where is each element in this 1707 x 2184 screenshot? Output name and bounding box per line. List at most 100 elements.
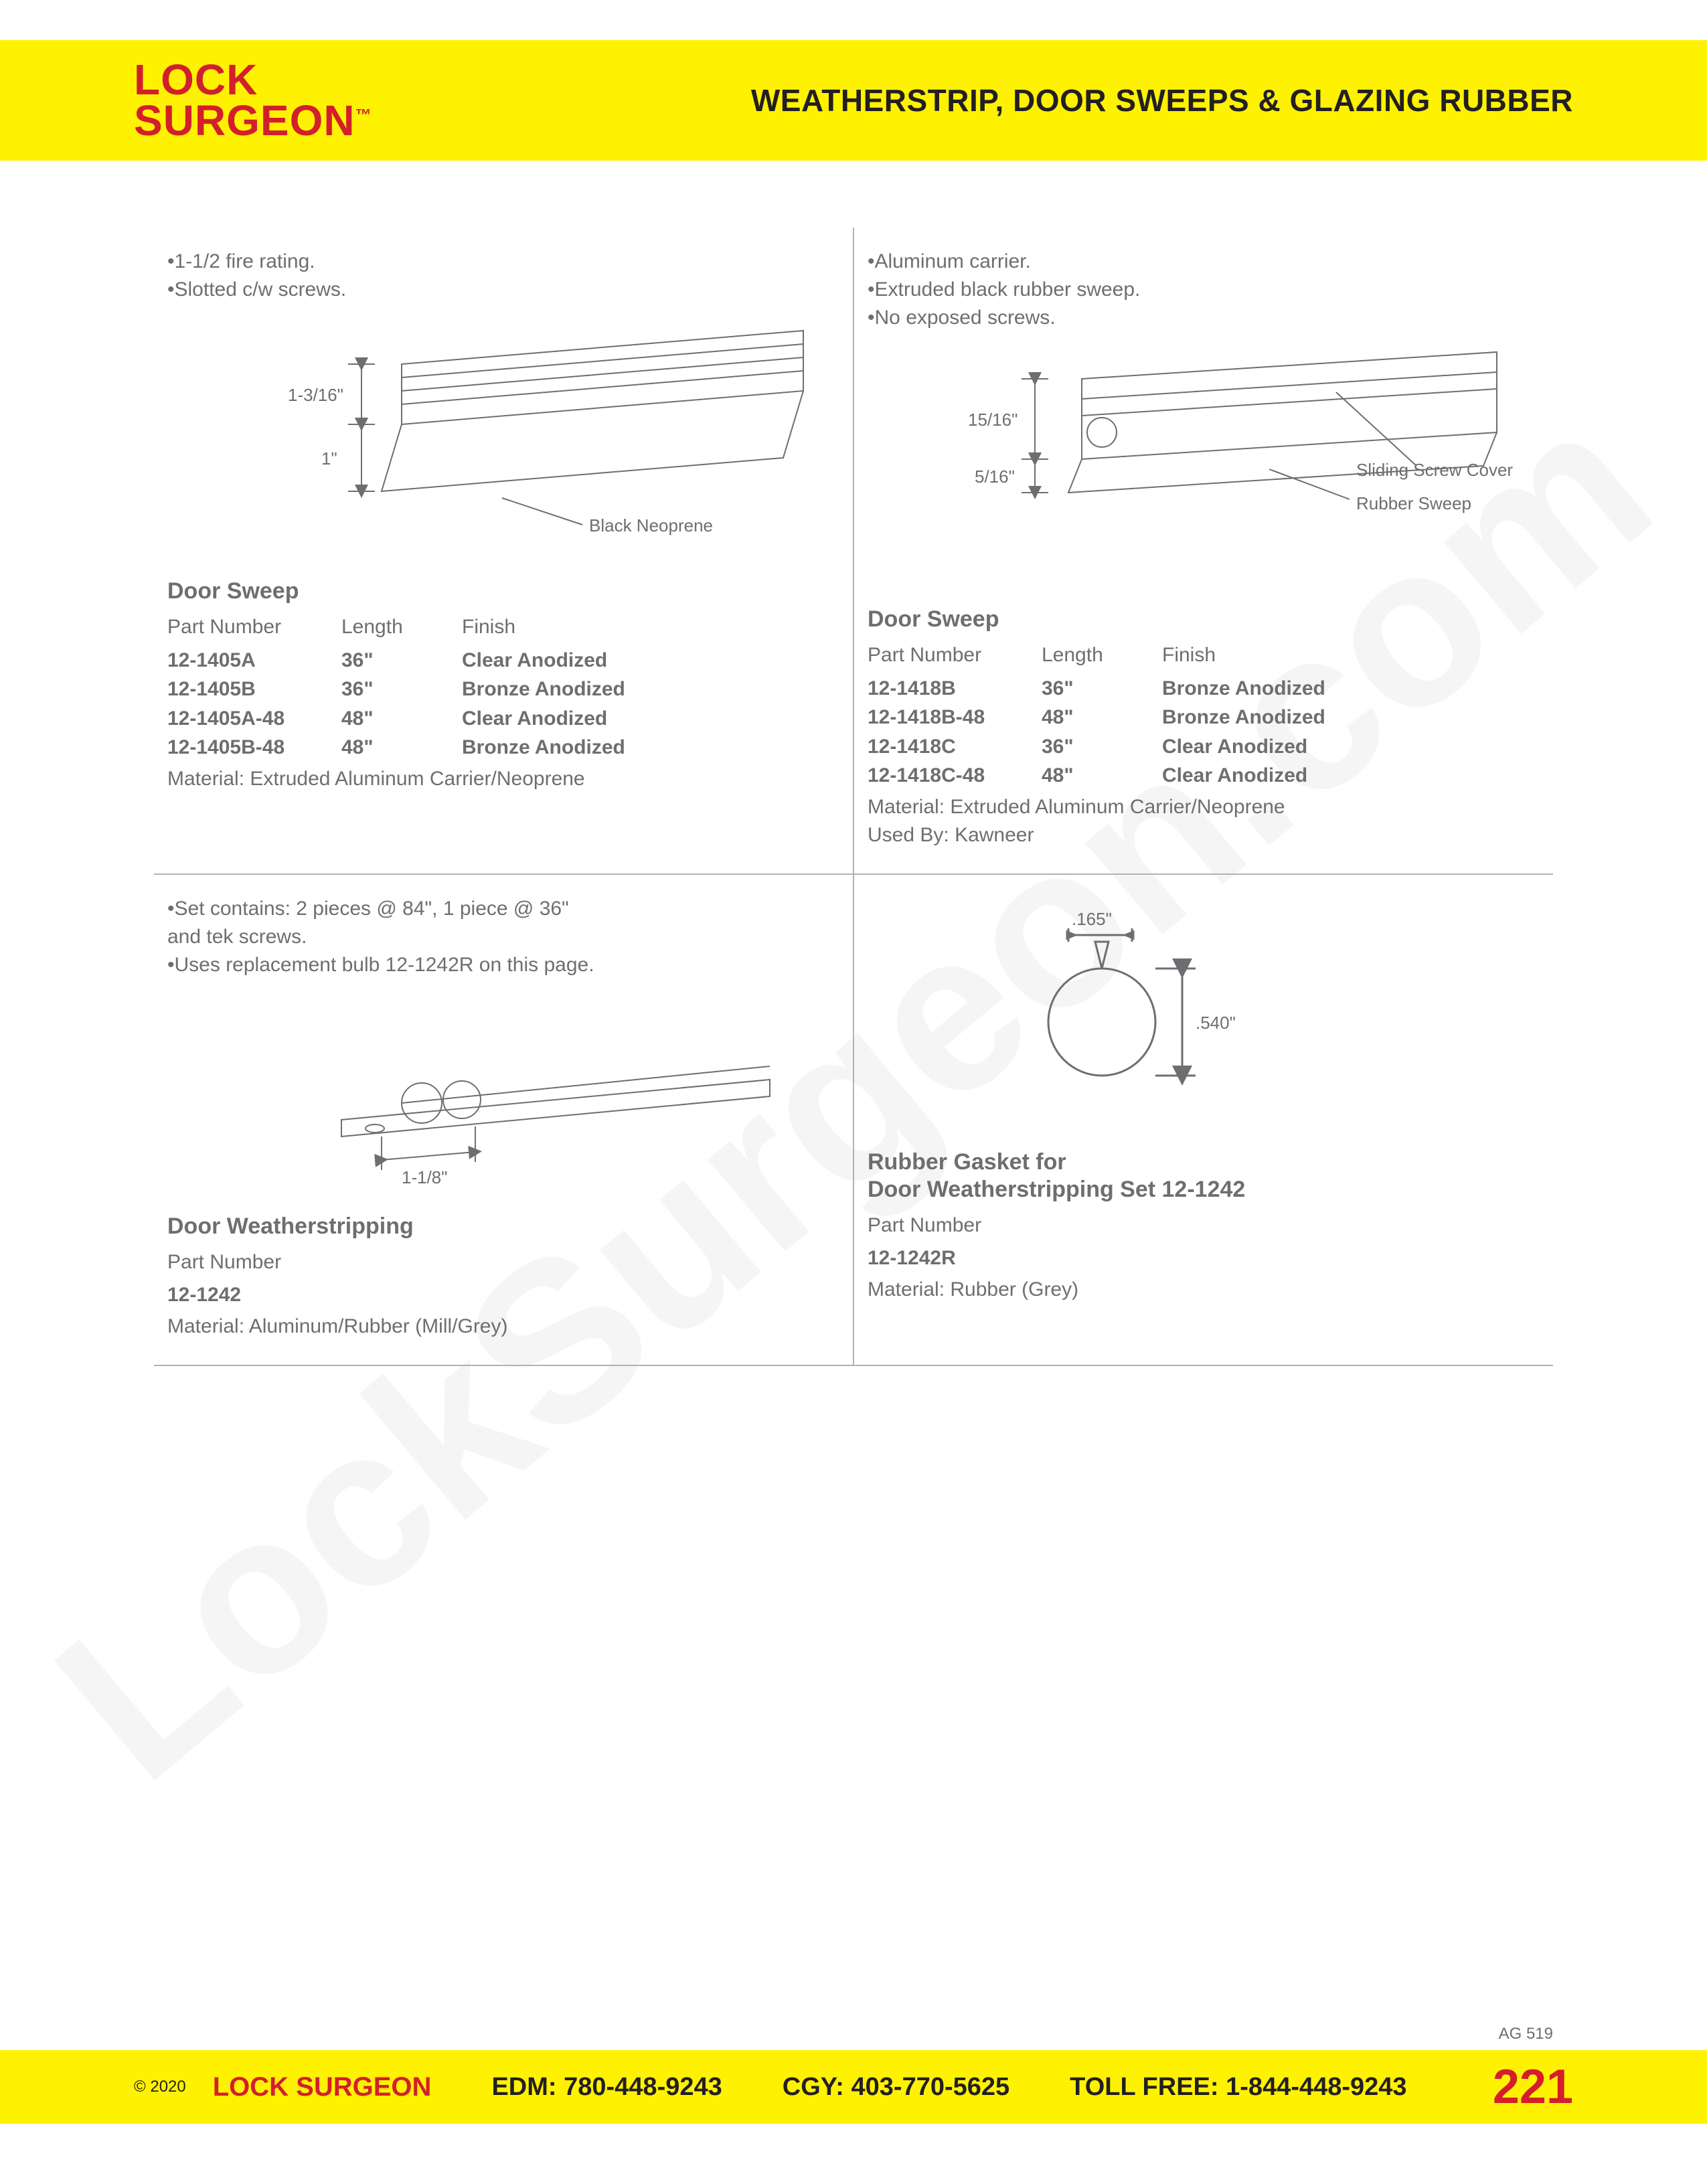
- product-cell-3: •Set contains: 2 pieces @ 84", 1 piece @…: [154, 875, 853, 1365]
- cell-finish: Clear Anodized: [1162, 761, 1526, 790]
- bullets-p2: •Aluminum carrier. •Extruded black rubbe…: [868, 248, 1526, 332]
- dim-label: 1-1/8": [402, 1167, 448, 1187]
- table-header: Part Number Length Finish: [868, 641, 1526, 670]
- diagram-p2: 15/16" 5/16" Sliding Screw Cover Rubber …: [868, 339, 1526, 593]
- cell-part: 12-1405A-48: [167, 704, 341, 734]
- col-header: Finish: [1162, 641, 1526, 670]
- col-header: Part Number: [868, 1211, 1042, 1240]
- bullets-p1: •1-1/2 fire rating. •Slotted c/w screws.: [167, 248, 826, 304]
- product-title: Door Sweep: [868, 606, 1526, 633]
- phone-label: TOLL FREE:: [1070, 2073, 1218, 2101]
- bullet: •Set contains: 2 pieces @ 84", 1 piece @…: [167, 895, 826, 923]
- cell-part: 12-1405A: [167, 646, 341, 675]
- cell-part: 12-1418B-48: [868, 703, 1042, 732]
- cell-finish: Clear Anodized: [462, 704, 826, 734]
- table-row: 12-1242R: [868, 1244, 1526, 1273]
- material-value: Aluminum/Rubber (Mill/Grey): [249, 1315, 508, 1337]
- dim-label: 5/16": [975, 467, 1015, 487]
- bullets-p3: •Set contains: 2 pieces @ 84", 1 piece @…: [167, 895, 826, 979]
- material-line: Material: Extruded Aluminum Carrier/Neop…: [868, 796, 1526, 819]
- logo-tm: ™: [355, 106, 372, 124]
- content-area: •1-1/2 fire rating. •Slotted c/w screws.: [154, 228, 1553, 1366]
- cell-finish: Clear Anodized: [1162, 732, 1526, 762]
- bullet: and tek screws.: [167, 923, 826, 951]
- diagram-p1: 1-3/16" 1" Black Neoprene: [167, 311, 826, 565]
- cell-part: 12-1418C: [868, 732, 1042, 762]
- usedby-value: Kawneer: [955, 824, 1034, 846]
- callout-label: Black Neoprene: [589, 515, 713, 535]
- material-label: Material:: [167, 768, 244, 790]
- cell-part: 12-1405B: [167, 675, 341, 704]
- cell-finish: Bronze Anodized: [1162, 703, 1526, 732]
- dim-label: 15/16": [968, 410, 1018, 430]
- callout-label: Sliding Screw Cover: [1356, 460, 1513, 480]
- section-title: WEATHERSTRIP, DOOR SWEEPS & GLAZING RUBB…: [751, 82, 1573, 118]
- product-title: Door Sweep: [167, 578, 826, 604]
- logo: LOCK SURGEON™: [134, 60, 372, 141]
- ag-code: AG 519: [1499, 2025, 1553, 2043]
- bullet: •Slotted c/w screws.: [167, 276, 826, 304]
- cell-len: 48": [1042, 761, 1162, 790]
- product-cell-2: •Aluminum carrier. •Extruded black rubbe…: [853, 228, 1553, 873]
- cell-part: 12-1418C-48: [868, 761, 1042, 790]
- col-header: Part Number: [167, 1248, 341, 1277]
- dim-label: 1": [321, 448, 337, 469]
- footer-brand: LOCK SURGEON: [213, 2072, 432, 2102]
- material-line: Material: Aluminum/Rubber (Mill/Grey): [167, 1315, 826, 1338]
- cell-len: 36": [341, 646, 462, 675]
- product-title-line2: Door Weatherstripping Set 12-1242: [868, 1177, 1526, 1203]
- page-header: LOCK SURGEON™ WEATHERSTRIP, DOOR SWEEPS …: [0, 40, 1707, 161]
- page-number: 221: [1493, 2060, 1573, 2114]
- col-header: Part Number: [868, 641, 1042, 670]
- table-row: 12-1418B-4848"Bronze Anodized: [868, 703, 1526, 732]
- material-label: Material:: [868, 1278, 945, 1300]
- cell-len: 36": [341, 675, 462, 704]
- cell-finish: Bronze Anodized: [462, 733, 826, 762]
- dim-label: .165": [1072, 909, 1112, 929]
- diagram-p4: .165" .540": [868, 902, 1526, 1136]
- table-row: 12-1405A36"Clear Anodized: [167, 646, 826, 675]
- table-row: 12-1405B-4848"Bronze Anodized: [167, 733, 826, 762]
- phone-label: CGY:: [783, 2073, 844, 2101]
- phone-number: 780-448-9243: [564, 2073, 722, 2101]
- product-title-line1: Rubber Gasket for: [868, 1149, 1526, 1175]
- cell-finish: Bronze Anodized: [462, 675, 826, 704]
- callout-label: Rubber Sweep: [1356, 493, 1471, 513]
- dim-label: .540": [1196, 1013, 1236, 1033]
- bullet: •Extruded black rubber sweep.: [868, 276, 1526, 304]
- material-value: Extruded Aluminum Carrier/Neoprene: [250, 768, 584, 790]
- product-title: Door Weatherstripping: [167, 1213, 826, 1240]
- cell-part: 12-1418B: [868, 674, 1042, 703]
- col-header: Length: [1042, 641, 1162, 670]
- table-header: Part Number Length Finish: [167, 612, 826, 642]
- col-header: Length: [341, 612, 462, 642]
- table-row: 12-1418C36"Clear Anodized: [868, 732, 1526, 762]
- product-row-2: •Set contains: 2 pieces @ 84", 1 piece @…: [154, 875, 1553, 1366]
- cell-part: 12-1242: [167, 1280, 341, 1310]
- product-row-1: •1-1/2 fire rating. •Slotted c/w screws.: [154, 228, 1553, 875]
- material-line: Material: Extruded Aluminum Carrier/Neop…: [167, 768, 826, 790]
- bullet: •Aluminum carrier.: [868, 248, 1526, 276]
- cell-len: 36": [1042, 732, 1162, 762]
- cell-finish: Bronze Anodized: [1162, 674, 1526, 703]
- footer-phone-edm: EDM: 780-448-9243: [491, 2073, 722, 2102]
- cell-len: 48": [1042, 703, 1162, 732]
- table-row: 12-1418C-4848"Clear Anodized: [868, 761, 1526, 790]
- table-header: Part Number: [167, 1248, 826, 1277]
- table-row: 12-1405B36"Bronze Anodized: [167, 675, 826, 704]
- page-footer: © 2020 LOCK SURGEON EDM: 780-448-9243 CG…: [0, 2050, 1707, 2124]
- diagram-p3: 1-1/8": [167, 986, 826, 1200]
- phone-number: 403-770-5625: [851, 2073, 1010, 2101]
- cell-len: 48": [341, 733, 462, 762]
- phone-number: 1-844-448-9243: [1226, 2073, 1406, 2101]
- table-row: 12-1418B36"Bronze Anodized: [868, 674, 1526, 703]
- cell-part: 12-1405B-48: [167, 733, 341, 762]
- material-line: Material: Rubber (Grey): [868, 1278, 1526, 1301]
- dim-label: 1-3/16": [288, 385, 343, 405]
- copyright: © 2020: [134, 2078, 186, 2096]
- cell-len: 48": [341, 704, 462, 734]
- phone-label: EDM:: [491, 2073, 556, 2101]
- usedby-label: Used By:: [868, 824, 949, 846]
- bullet: •1-1/2 fire rating.: [167, 248, 826, 276]
- bullet: •Uses replacement bulb 12-1242R on this …: [167, 951, 826, 979]
